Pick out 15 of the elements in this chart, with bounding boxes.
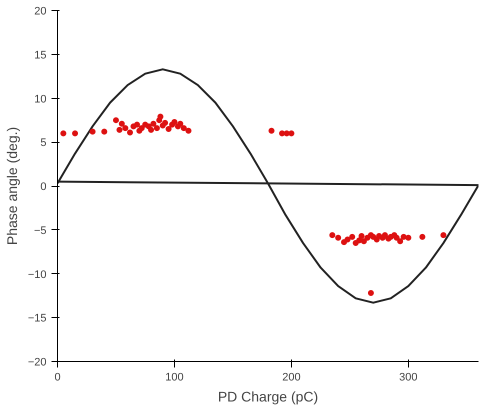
y-tick-label: 0 xyxy=(40,181,47,193)
y-tick-label: 20 xyxy=(34,6,47,18)
y-axis-title: Phase angle (deg.) xyxy=(4,126,20,246)
y-tick-label: −10 xyxy=(28,268,47,281)
y-tick-label: −20 xyxy=(28,356,47,368)
x-tick-label: 300 xyxy=(399,372,418,384)
x-tick-label: 0 xyxy=(54,372,61,384)
x-tick-label: 200 xyxy=(282,372,301,384)
x-tick-label: 100 xyxy=(165,372,184,384)
y-tick-label: 5 xyxy=(40,137,47,150)
x-axis-title: PD Charge (pC) xyxy=(218,388,318,404)
y-tick-label: −15 xyxy=(28,312,47,325)
y-tick-label: 10 xyxy=(34,93,47,106)
y-tick-label: −5 xyxy=(34,224,47,237)
y-tick-label: 15 xyxy=(34,49,47,62)
